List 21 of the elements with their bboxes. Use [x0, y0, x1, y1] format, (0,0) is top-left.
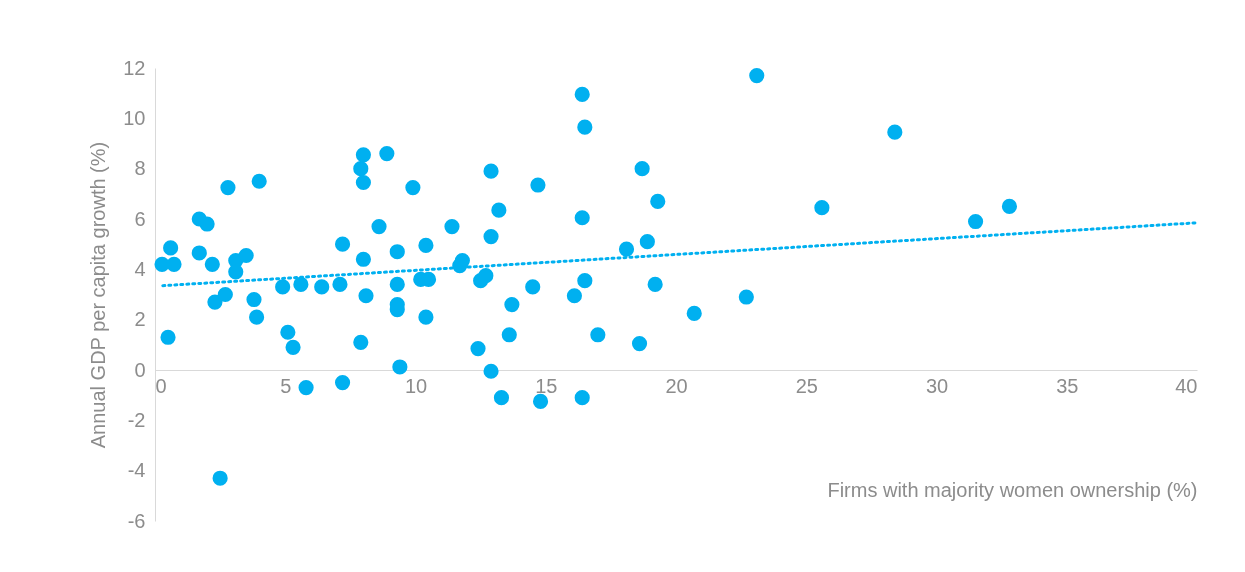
x-tick-label: 5: [280, 374, 292, 397]
x-tick-label: 35: [1056, 374, 1079, 397]
y-tick-label: 10: [123, 106, 146, 129]
y-tick-label: 12: [123, 56, 146, 79]
x-axis-title: Firms with majority women ownership (%): [827, 478, 1198, 501]
x-tick-label: 40: [1175, 374, 1198, 397]
x-tick-label: 0: [155, 374, 167, 397]
y-tick-label: 2: [134, 308, 146, 331]
y-tick-label: -2: [127, 408, 146, 431]
y-tick-label: 8: [134, 157, 146, 180]
x-tick-label: 20: [665, 374, 688, 397]
x-tick-label: 30: [925, 374, 949, 397]
y-tick-label: -4: [127, 459, 146, 482]
y-tick-label: 0: [134, 358, 146, 381]
y-tick-label: -6: [127, 509, 146, 532]
x-tick-label: 15: [535, 374, 558, 397]
x-tick-label: 10: [404, 374, 428, 397]
x-tick-label: 25: [795, 374, 818, 397]
y-axis-title: Annual GDP per capita growth (%): [87, 141, 110, 449]
y-tick-label: 6: [134, 207, 146, 230]
y-tick-label: 4: [134, 257, 146, 280]
